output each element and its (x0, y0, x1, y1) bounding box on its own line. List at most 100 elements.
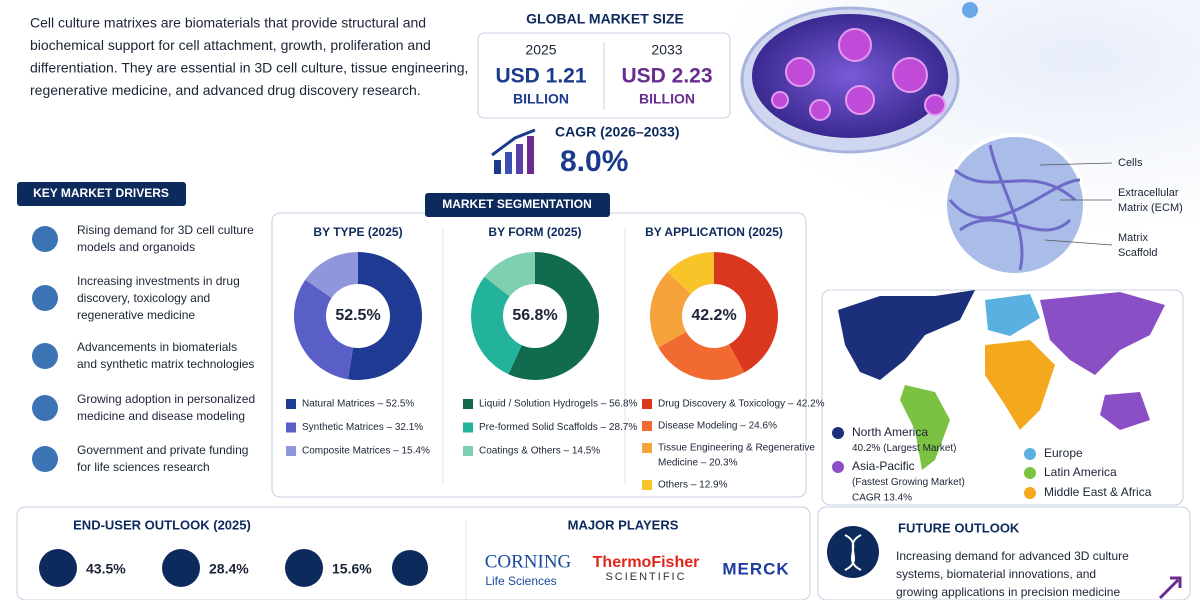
donut-segment (508, 252, 599, 380)
legend-swatch (463, 422, 473, 433)
legend-label: Disease Modeling – 24.6% (658, 421, 777, 432)
legend-swatch (286, 399, 296, 409)
donut-title: BY TYPE (2025) (313, 225, 402, 239)
drivers-title: KEY MARKET DRIVERS (33, 186, 169, 200)
donut-segment (294, 279, 353, 380)
future-title: FUTURE OUTLOOK (898, 520, 1020, 535)
market-unit: BILLION (639, 91, 695, 107)
donut-hole (504, 285, 566, 347)
end-user-title: END-USER OUTLOOK (2025) (73, 517, 251, 532)
driver-icon (32, 285, 58, 311)
driver-icon (32, 226, 58, 252)
driver-text: regenerative medicine (77, 308, 195, 322)
year: 2025 (525, 42, 556, 58)
legend-label: Natural Matrices – 52.5% (302, 399, 414, 410)
region-dot (1024, 467, 1036, 479)
region-label: Middle East & Africa (1044, 485, 1152, 499)
driver-icon (32, 446, 58, 472)
donut-segment (347, 252, 422, 380)
driver-text: medicine and disease modeling (77, 409, 245, 423)
end-user-icon (392, 550, 428, 586)
intro-line: differentiation. They are essential in 3… (30, 60, 468, 76)
legend-label: Others – 12.9% (658, 480, 728, 491)
future-text: growing applications in precision medici… (896, 585, 1120, 599)
legend-label: Tissue Engineering & Regenerative (658, 443, 815, 454)
donut-segment (484, 252, 535, 297)
donut-center: 52.5% (335, 307, 380, 324)
legend-label: Liquid / Solution Hydrogels – 56.8% (479, 399, 638, 410)
legend-swatch (463, 399, 473, 409)
ecm-inset (943, 133, 1087, 277)
legend-swatch (642, 421, 652, 431)
driver-text: Rising demand for 3D cell culture (77, 223, 254, 237)
market-unit: BILLION (513, 91, 569, 107)
end-user-icon (285, 549, 323, 587)
region-dot (1024, 448, 1036, 460)
region-label: 40.2% (Largest Market) (852, 443, 957, 454)
image-label: Matrix (1118, 232, 1148, 244)
legend-swatch (642, 399, 652, 409)
image-label: Scaffold (1118, 247, 1158, 259)
driver-text: Growing adoption in personalized (77, 392, 255, 406)
legend-label: Drug Discovery & Toxicology – 42.2% (658, 399, 825, 410)
donut-title: BY FORM (2025) (488, 225, 581, 239)
drop (962, 2, 978, 18)
donut-segment (714, 252, 778, 373)
logo: ThermoFisher (593, 554, 700, 571)
donut-hole (327, 285, 389, 347)
legend-label: Medicine – 20.3% (658, 458, 738, 469)
world-map (838, 290, 1165, 470)
intro-line: Cell culture matrixes are biomaterials t… (30, 15, 426, 31)
year: 2033 (651, 42, 682, 58)
legend-label: Composite Matrices – 15.4% (302, 446, 430, 457)
legend-label: Synthetic Matrices – 32.1% (302, 422, 423, 433)
cells (771, 28, 946, 121)
legend-swatch (463, 446, 473, 456)
legend-label: Pre-formed Solid Scaffolds – 28.7% (479, 422, 637, 433)
region-label: Asia-Pacific (852, 459, 915, 473)
intro-line: biochemical support for cell attachment,… (30, 37, 431, 53)
region-label: (Fastest Growing Market) (852, 477, 965, 488)
region-label: North America (852, 425, 928, 439)
cagr-value: 8.0% (560, 145, 628, 178)
future-text: systems, biomaterial innovations, and (896, 567, 1096, 581)
future-panel (817, 506, 1191, 600)
donut-segment (658, 331, 745, 381)
market-value: USD 1.21 (495, 65, 586, 88)
segmentation-header (425, 193, 610, 217)
donut-segment (650, 271, 691, 348)
image-label: Extracellular (1118, 187, 1179, 199)
driver-text: discovery, toxicology and (77, 291, 210, 305)
legend-swatch (286, 446, 296, 456)
end-user-value: 15.6% (332, 561, 372, 577)
legend-swatch (642, 443, 652, 453)
donut-title: BY APPLICATION (2025) (645, 225, 783, 239)
image-label: Cells (1118, 157, 1143, 169)
arrow (1158, 576, 1182, 600)
players-title: MAJOR PLAYERS (568, 517, 679, 532)
dna (844, 534, 862, 571)
region-dot (832, 461, 844, 473)
region-dot (1024, 487, 1036, 499)
drivers-header (17, 182, 186, 206)
legend-swatch (642, 480, 652, 490)
donut-center: 42.2% (691, 307, 736, 324)
driver-text: for life sciences research (77, 460, 210, 474)
region-dot (832, 427, 844, 439)
end-user-icon (39, 549, 77, 587)
legend-swatch (286, 422, 296, 433)
driver-text: Increasing investments in drug (77, 274, 240, 288)
future-text: Increasing demand for advanced 3D cultur… (896, 549, 1129, 563)
legend-label: Coatings & Others – 14.5% (479, 446, 600, 457)
donut-center: 56.8% (512, 307, 557, 324)
end-user-value: 28.4% (209, 561, 249, 577)
logo-sub: Life Sciences (485, 574, 556, 588)
donut-segment (305, 252, 358, 298)
market-size-title: GLOBAL MARKET SIZE (526, 11, 684, 27)
driver-text: models and organoids (77, 240, 195, 254)
fibers (948, 144, 1081, 271)
donut-segment (471, 276, 522, 375)
end-user-icon (162, 549, 200, 587)
driver-icon (32, 343, 58, 369)
